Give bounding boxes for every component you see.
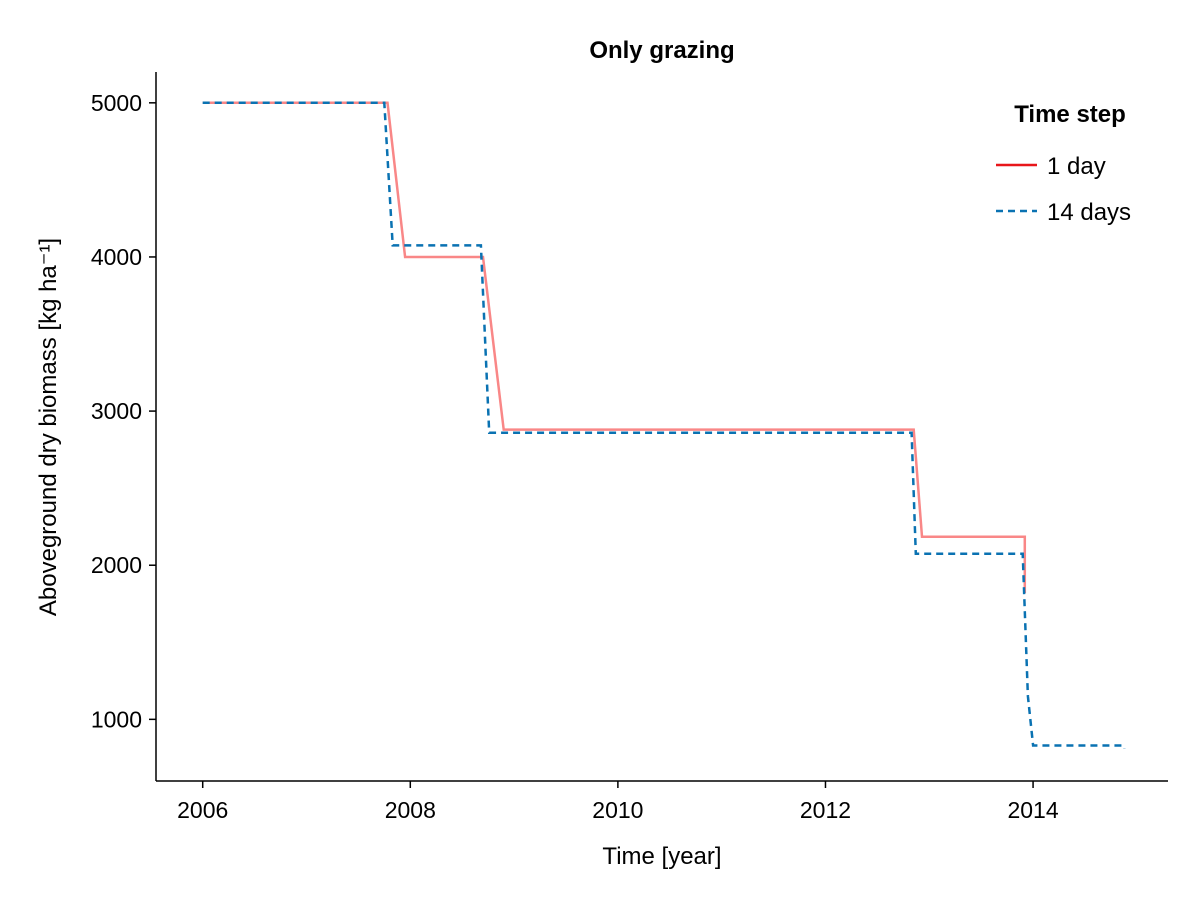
chart-title: Only grazing xyxy=(589,37,734,64)
x-tick-label: 2014 xyxy=(1007,797,1058,823)
x-tick-label: 2010 xyxy=(592,797,643,823)
x-tick-label: 2006 xyxy=(177,797,228,823)
y-tick-label: 4000 xyxy=(91,244,142,270)
y-tick-label: 5000 xyxy=(91,90,142,116)
y-axis-label: Aboveground dry biomass [kg ha⁻¹] xyxy=(35,238,62,616)
x-ticks: 2006 2008 2010 2012 2014 xyxy=(177,781,1059,823)
y-ticks: 1000 2000 3000 4000 5000 xyxy=(91,90,156,732)
y-tick-label: 1000 xyxy=(91,706,142,732)
x-axis-label: Time [year] xyxy=(602,843,721,870)
y-tick-label: 2000 xyxy=(91,552,142,578)
legend: Time step 1 day 14 days xyxy=(996,101,1131,226)
plot-area xyxy=(155,72,1168,782)
x-tick-label: 2012 xyxy=(800,797,851,823)
x-tick-label: 2008 xyxy=(385,797,436,823)
y-tick-label: 3000 xyxy=(91,398,142,424)
legend-title: Time step xyxy=(1014,101,1126,128)
series-line-14-days xyxy=(202,101,1126,749)
legend-label-14-days: 14 days xyxy=(1047,199,1131,226)
series-line-1-day xyxy=(202,101,1027,593)
legend-label-1-day: 1 day xyxy=(1047,153,1106,180)
series-layer xyxy=(202,101,1126,749)
